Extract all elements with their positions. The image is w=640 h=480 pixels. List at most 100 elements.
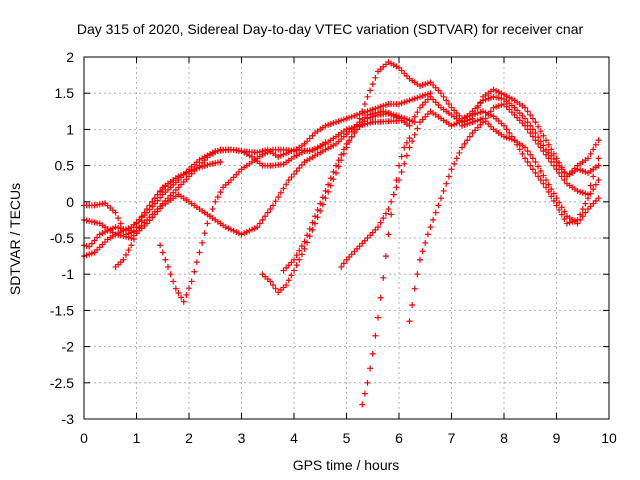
data-point (343, 126, 350, 133)
data-point (120, 256, 127, 263)
data-point (356, 243, 363, 250)
data-point (283, 264, 290, 271)
x-tick-label: 8 (500, 430, 508, 446)
data-point (293, 168, 300, 175)
data-point (532, 130, 539, 137)
data-point (493, 103, 500, 110)
y-tick-label: 1 (66, 121, 74, 137)
data-point (272, 198, 279, 205)
data-point (393, 177, 400, 184)
data-point (545, 141, 552, 148)
x-tick-label: 9 (553, 430, 561, 446)
data-point (196, 164, 203, 171)
data-point (364, 115, 371, 122)
data-point (409, 118, 416, 125)
data-point (314, 214, 321, 221)
data-point (472, 118, 479, 125)
data-point (309, 219, 316, 226)
data-point (503, 103, 510, 110)
data-point (535, 163, 542, 170)
data-point (550, 155, 557, 162)
data-point (419, 101, 426, 108)
data-point (422, 99, 429, 106)
data-point (529, 166, 536, 173)
data-point (275, 153, 282, 160)
chart-title: Day 315 of 2020, Sidereal Day-to-day VTE… (77, 21, 584, 37)
series-track-i (338, 93, 602, 270)
data-point (417, 256, 423, 263)
data-point (529, 133, 536, 140)
data-point (411, 285, 418, 292)
data-point (451, 121, 458, 128)
data-point (367, 119, 374, 126)
data-point (579, 206, 586, 213)
data-point (369, 81, 376, 88)
data-point (183, 291, 190, 298)
data-point (367, 114, 374, 121)
data-point (354, 111, 360, 118)
data-point (532, 137, 539, 144)
data-point (529, 155, 536, 162)
data-point (306, 233, 313, 240)
data-point (375, 104, 381, 111)
data-point (354, 245, 360, 252)
data-point (151, 211, 158, 218)
data-point (550, 197, 557, 204)
data-point (180, 178, 187, 185)
data-point (291, 256, 297, 263)
data-point (340, 260, 347, 267)
y-tick-label: -2.5 (50, 375, 74, 391)
data-point (508, 136, 515, 143)
data-point (372, 74, 379, 81)
data-point (322, 187, 329, 194)
data-point (372, 226, 379, 233)
data-point (130, 236, 137, 243)
data-point (548, 158, 555, 165)
data-point (550, 190, 557, 197)
data-point (579, 213, 586, 220)
data-point (288, 272, 295, 279)
data-point (590, 173, 597, 180)
data-point (338, 117, 345, 124)
data-point (553, 158, 560, 165)
data-point (251, 225, 258, 232)
data-point (540, 148, 547, 155)
data-point (372, 112, 379, 119)
data-point (94, 234, 101, 241)
data-point (501, 122, 507, 129)
data-point (288, 174, 295, 181)
data-point (532, 169, 539, 176)
data-point (456, 118, 463, 125)
data-point (91, 237, 98, 244)
data-point (120, 233, 127, 240)
data-point (333, 119, 339, 126)
data-point (298, 243, 305, 250)
data-point (254, 149, 261, 156)
data-point (435, 87, 442, 94)
data-point (277, 189, 284, 196)
data-point (175, 290, 182, 297)
data-point (409, 96, 416, 103)
data-point (498, 90, 505, 97)
data-point (443, 180, 450, 187)
data-point (451, 107, 458, 114)
data-point (359, 108, 366, 115)
data-point (178, 181, 185, 188)
data-point (335, 157, 342, 164)
data-point (270, 282, 276, 289)
data-point (204, 161, 211, 168)
data-point (144, 220, 150, 227)
data-point (348, 124, 355, 131)
data-point (241, 230, 248, 237)
data-point (508, 109, 515, 116)
data-point (361, 118, 368, 125)
data-point (327, 120, 334, 127)
data-point (490, 86, 497, 93)
data-point (503, 126, 510, 133)
data-point (96, 244, 103, 251)
y-axis-label: SDTVAR / TECUs (7, 183, 23, 295)
data-point (115, 215, 122, 222)
data-point (558, 211, 565, 218)
data-point (346, 125, 353, 132)
axis-ticks (83, 56, 610, 420)
